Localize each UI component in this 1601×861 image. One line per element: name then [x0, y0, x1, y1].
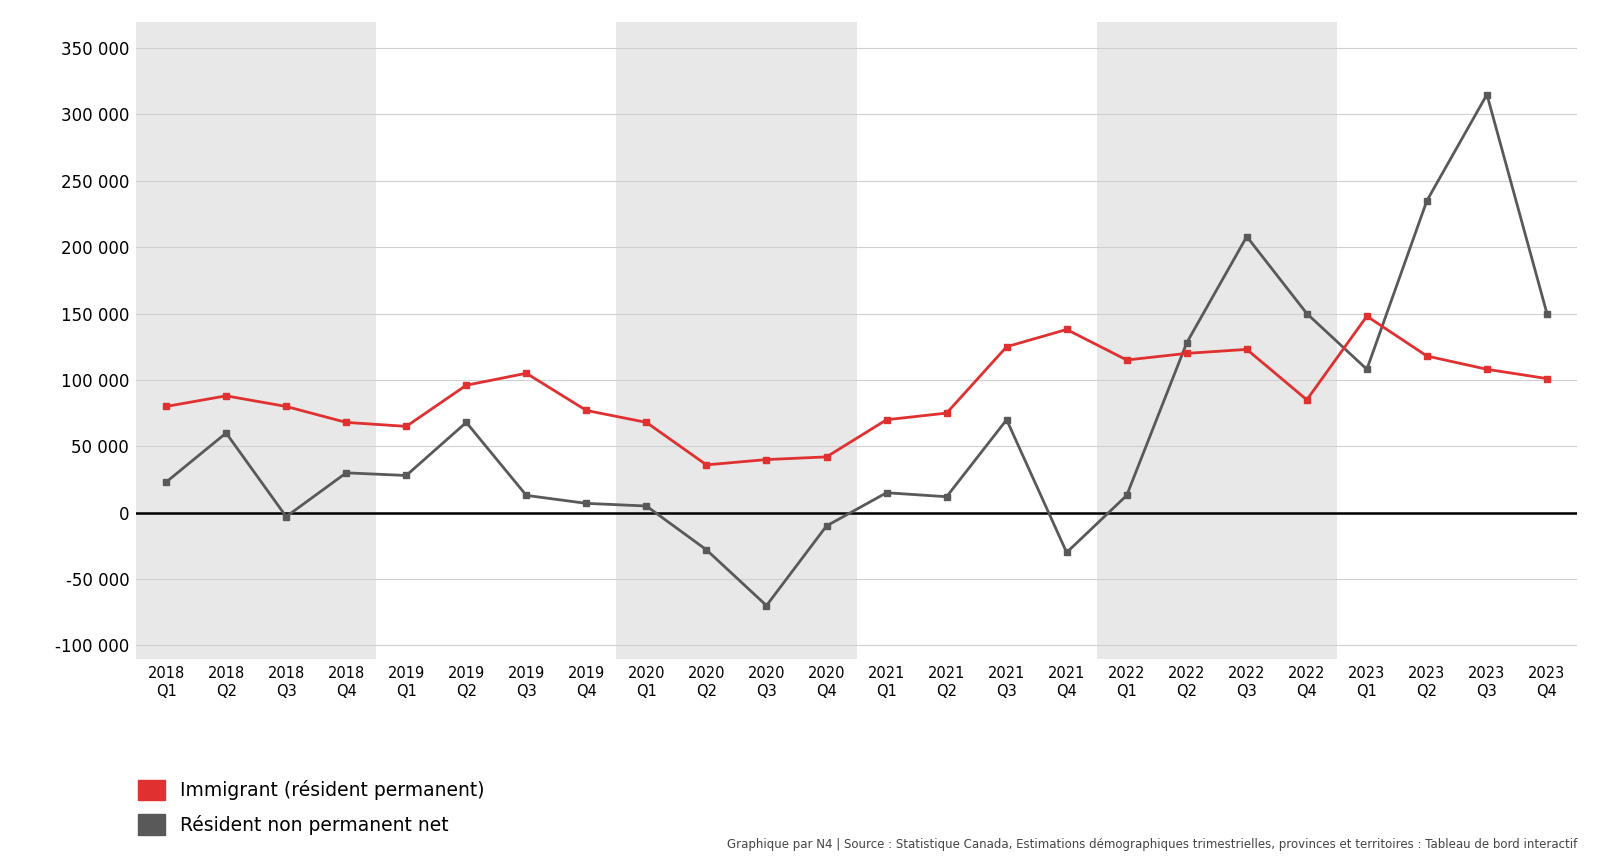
Bar: [616, 22, 857, 659]
Legend: Immigrant (résident permanent), Résident non permanent net: Immigrant (résident permanent), Résident…: [138, 779, 484, 834]
Bar: [1097, 22, 1337, 659]
Text: Graphique par N4 | Source : Statistique Canada, Estimations démographiques trime: Graphique par N4 | Source : Statistique …: [727, 838, 1577, 851]
Bar: [136, 22, 376, 659]
